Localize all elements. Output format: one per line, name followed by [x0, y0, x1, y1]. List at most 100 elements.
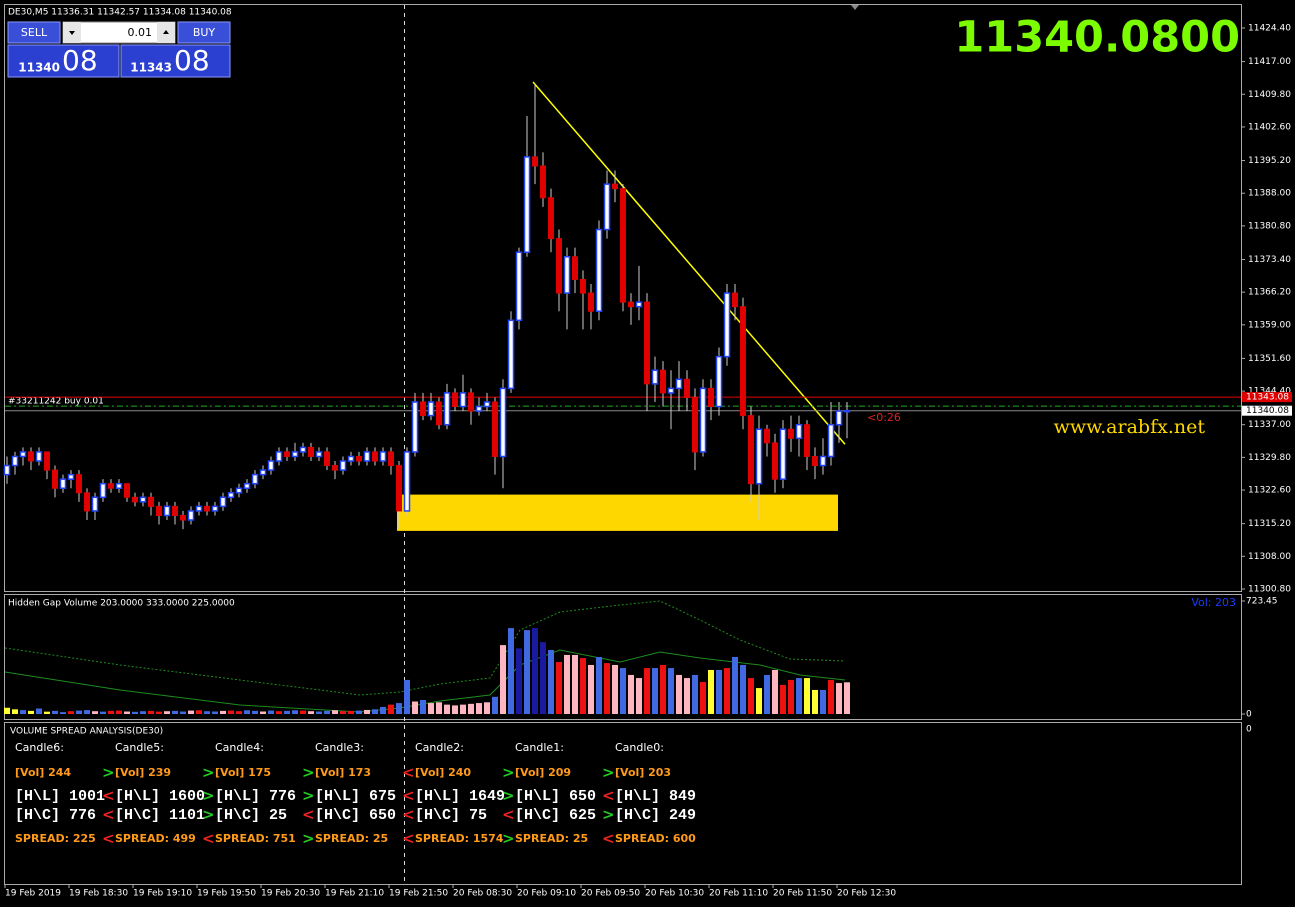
buy-button[interactable] [177, 21, 231, 44]
volume-bar [356, 710, 362, 714]
candle-body [76, 474, 82, 494]
volume-bar [564, 654, 570, 714]
volume-bar [260, 711, 266, 714]
timer-label: <0:26 [867, 411, 901, 424]
vsa-spread: SPREAD: 25 [515, 832, 588, 845]
vsa-vol: [Vol] 175 [215, 766, 271, 779]
candle-body [187, 510, 195, 521]
volume-bar [500, 645, 506, 714]
volume-bar [220, 710, 226, 714]
vsa-arrow: > [202, 764, 215, 782]
y-tick-label: 11344.40 [1248, 387, 1291, 397]
candle-body [356, 455, 362, 462]
candle-body [148, 496, 154, 507]
x-tick-label: 20 Feb 12:30 [837, 889, 896, 899]
volume-bar [60, 712, 66, 714]
volume-bar [676, 674, 682, 714]
buy-label: BUY [193, 26, 216, 39]
candle-body [251, 473, 259, 485]
x-tick-label: 19 Feb 20:30 [261, 889, 320, 899]
vsa-arrow: > [302, 830, 315, 848]
vsa-panel [4, 722, 1242, 885]
candle-body [211, 505, 219, 512]
volume-bar [276, 711, 282, 714]
candle-body [308, 446, 314, 457]
trade-panel: SELL 0.01 BUY 11340 08 11343 08 [7, 21, 231, 78]
candle-body [115, 482, 123, 489]
volume-bar [196, 710, 202, 714]
volume-bar [92, 711, 98, 714]
candle-body [3, 464, 11, 476]
volume-tick-label: 723.45 [1246, 597, 1278, 607]
vsa-hc: [H\C] 650 [315, 807, 396, 824]
candle-body [108, 483, 114, 489]
candle-body [299, 446, 307, 453]
vsa-arrow: > [502, 787, 515, 805]
shift-marker [851, 5, 859, 10]
candle-body [84, 492, 90, 512]
candle-body [556, 238, 562, 294]
buy-price-box[interactable] [120, 44, 231, 78]
down-icon [69, 31, 75, 35]
candle-body [675, 378, 683, 390]
vsa-arrow: < [402, 806, 415, 824]
volume-title: Hidden Gap Volume 203.0000 333.0000 225.… [8, 599, 235, 609]
y-tick-label: 11351.60 [1248, 354, 1291, 364]
candle-body [835, 410, 843, 426]
candle-name: Candle5: [115, 741, 164, 754]
volume-bar [308, 711, 314, 714]
sell-button[interactable] [7, 21, 61, 44]
vsa-arrow: < [402, 764, 415, 782]
y-tick-label: 11402.60 [1248, 122, 1291, 132]
volume-bar [100, 711, 106, 714]
volume-bar [420, 699, 426, 714]
candle-body [788, 428, 794, 439]
candle-body [507, 319, 515, 390]
vsa-hl: [H\L] 776 [215, 788, 296, 805]
sell-price-box[interactable] [7, 44, 120, 78]
candle-body [483, 401, 491, 408]
candle-body [563, 256, 571, 294]
candle-body [59, 478, 67, 489]
candle-body [204, 505, 210, 512]
volume-bar [44, 711, 50, 714]
candle-body [827, 423, 835, 458]
volume-bar [572, 654, 578, 714]
candle-body [843, 409, 851, 413]
candle-body [324, 451, 330, 467]
volume-bar [332, 710, 338, 714]
candle-body [772, 442, 778, 480]
candle-body [595, 228, 603, 312]
y-tick-label: 11300.80 [1248, 585, 1291, 595]
volume-bar [556, 661, 562, 714]
candle-body [452, 392, 458, 408]
y-tick-label: 11373.40 [1248, 255, 1291, 265]
volume-bar [436, 702, 442, 714]
vsa-arrow: > [102, 764, 115, 782]
vsa-vol: [Vol] 244 [15, 766, 71, 779]
candle-name: Candle4: [215, 741, 264, 754]
candle-body [403, 451, 411, 512]
volume-bar [708, 669, 714, 714]
candle-body [540, 165, 546, 199]
main-panel [4, 4, 1242, 592]
volume-bar [20, 710, 26, 714]
vsa-hc: [H\C] 75 [415, 807, 487, 824]
volume-bar [340, 711, 346, 714]
volume-bar [12, 709, 18, 714]
volume-bar [596, 656, 602, 714]
candle-body [11, 455, 19, 467]
volume-bar [108, 710, 114, 714]
volume-bar [516, 648, 522, 714]
volume-bar [644, 668, 650, 714]
candle-body [347, 455, 355, 462]
x-tick-label: 19 Feb 21:50 [389, 889, 448, 899]
vsa-hl: [H\L] 849 [615, 788, 696, 805]
volume-bar [188, 710, 194, 714]
volume-bar [748, 678, 754, 714]
candle-body [124, 483, 130, 498]
volume-bar [620, 668, 626, 714]
volume-bar [236, 711, 242, 714]
candle-body [612, 183, 618, 190]
